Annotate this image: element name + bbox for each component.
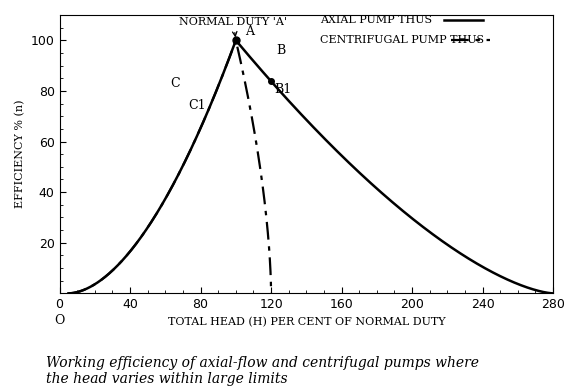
Text: B1: B1 <box>274 83 292 96</box>
Text: Working efficiency of axial-flow and centrifugal pumps where
the head varies wit: Working efficiency of axial-flow and cen… <box>46 356 480 386</box>
Text: CENTRIFUGAL PUMP THUS: CENTRIFUGAL PUMP THUS <box>320 35 484 45</box>
Text: C: C <box>171 77 180 90</box>
Y-axis label: EFFICIENCY % (n): EFFICIENCY % (n) <box>15 100 26 208</box>
X-axis label: TOTAL HEAD (H) PER CENT OF NORMAL DUTY: TOTAL HEAD (H) PER CENT OF NORMAL DUTY <box>168 317 445 327</box>
Text: C1: C1 <box>188 99 206 112</box>
Text: B: B <box>277 44 285 57</box>
Text: A: A <box>245 25 253 38</box>
Text: O: O <box>55 314 65 326</box>
Text: NORMAL DUTY 'A': NORMAL DUTY 'A' <box>179 17 288 36</box>
Text: AXIAL PUMP THUS: AXIAL PUMP THUS <box>320 15 433 25</box>
